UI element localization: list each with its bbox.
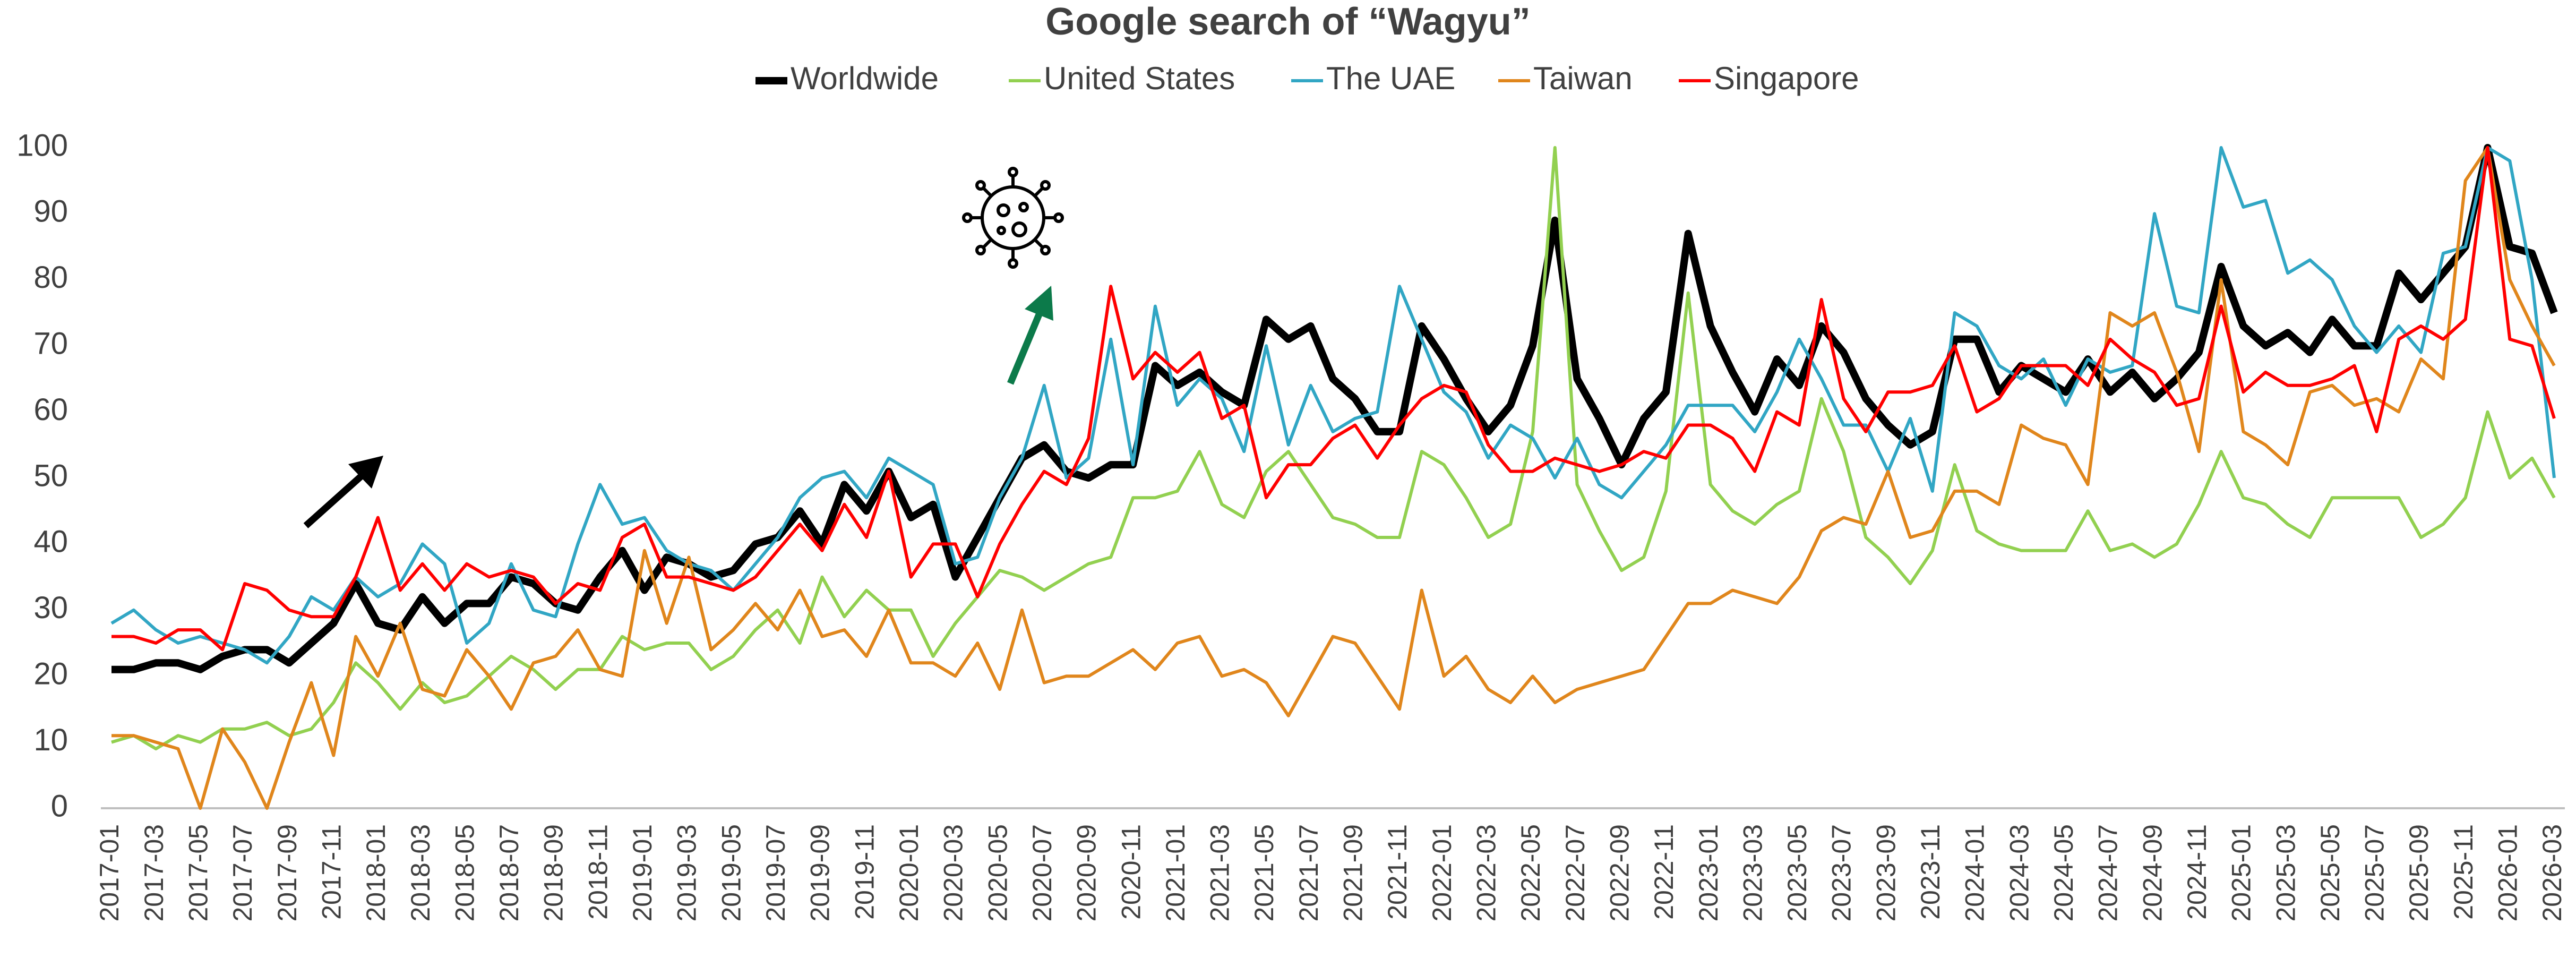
x-tick-label: 2026-01 xyxy=(2493,824,2523,922)
x-tick-label: 2023-05 xyxy=(1782,824,1812,922)
x-tick-label: 2017-01 xyxy=(95,824,124,922)
legend-label: Singapore xyxy=(1714,61,1859,96)
x-tick-label: 2019-11 xyxy=(849,824,879,920)
x-tick-label: 2021-01 xyxy=(1161,824,1190,922)
series-line xyxy=(111,146,2556,750)
x-tick-label: 2018-07 xyxy=(494,824,524,922)
y-tick-label: 70 xyxy=(33,327,68,361)
y-tick-label: 60 xyxy=(33,392,68,427)
x-tick-label: 2025-05 xyxy=(2315,824,2345,922)
y-tick-label: 100 xyxy=(16,128,68,162)
series-line xyxy=(110,146,2556,665)
x-tick-label: 2025-07 xyxy=(2360,824,2390,922)
x-tick-label: 2020-01 xyxy=(894,824,924,922)
x-tick-label: 2021-11 xyxy=(1383,824,1412,920)
x-tick-label: 2024-09 xyxy=(2137,824,2167,922)
virus-icon xyxy=(962,167,1064,269)
x-tick-label: 2017-09 xyxy=(272,824,302,922)
x-tick-label: 2018-09 xyxy=(539,824,569,922)
x-tick-label: 2022-11 xyxy=(1649,824,1679,920)
y-tick-label: 90 xyxy=(33,194,68,229)
x-tick-label: 2021-05 xyxy=(1249,824,1279,922)
legend-label: Worldwide xyxy=(791,61,939,96)
x-tick-label: 2021-07 xyxy=(1294,824,1324,922)
x-tick-label: 2019-05 xyxy=(716,824,746,922)
x-tick-label: 2025-09 xyxy=(2404,824,2434,922)
x-tick-label: 2021-03 xyxy=(1205,824,1235,922)
y-tick-label: 40 xyxy=(33,525,68,559)
x-tick-label: 2019-01 xyxy=(628,824,657,922)
x-tick-label: 2018-05 xyxy=(450,824,479,922)
legend-label: Taiwan xyxy=(1533,61,1633,96)
x-tick-label: 2017-03 xyxy=(139,824,169,922)
x-tick-label: 2026-03 xyxy=(2537,824,2567,922)
trend-arrow xyxy=(303,456,383,528)
x-tick-label: 2023-09 xyxy=(1871,824,1901,922)
x-tick-label: 2024-11 xyxy=(2182,824,2212,920)
x-tick-label: 2023-03 xyxy=(1738,824,1767,922)
x-tick-label: 2019-07 xyxy=(761,824,791,922)
x-tick-label: 2019-09 xyxy=(805,824,835,922)
x-tick-label: 2017-05 xyxy=(184,824,213,922)
series-line xyxy=(111,146,2556,652)
x-tick-label: 2020-05 xyxy=(983,824,1012,922)
x-tick-label: 2024-07 xyxy=(2093,824,2123,922)
y-tick-label: 10 xyxy=(33,723,68,757)
x-tick-label: 2022-09 xyxy=(1604,824,1634,922)
y-tick-label: 30 xyxy=(33,591,68,625)
x-tick-label: 2025-03 xyxy=(2271,824,2300,922)
x-tick-label: 2024-05 xyxy=(2049,824,2079,922)
x-tick-label: 2019-03 xyxy=(672,824,702,922)
x-tick-label: 2018-01 xyxy=(361,824,391,922)
x-tick-label: 2024-01 xyxy=(1960,824,1990,922)
series-line xyxy=(111,146,2556,810)
legend-label: United States xyxy=(1044,61,1235,96)
x-tick-label: 2023-01 xyxy=(1694,824,1723,922)
chart-title: Google search of “Wagyu” xyxy=(1045,1,1530,43)
x-tick-label: 2020-09 xyxy=(1072,824,1102,922)
x-tick-label: 2020-11 xyxy=(1116,824,1146,920)
x-tick-label: 2018-03 xyxy=(406,824,435,922)
x-tick-label: 2023-11 xyxy=(1916,824,1945,920)
x-tick-label: 2025-01 xyxy=(2227,824,2256,922)
y-tick-label: 50 xyxy=(33,458,68,493)
y-tick-label: 20 xyxy=(33,657,68,691)
legend-label: The UAE xyxy=(1326,61,1455,96)
x-tick-label: 2022-03 xyxy=(1471,824,1501,922)
x-tick-label: 2022-01 xyxy=(1427,824,1457,922)
y-tick-label: 0 xyxy=(51,789,68,823)
x-tick-label: 2017-07 xyxy=(228,824,257,922)
x-tick-label: 2022-07 xyxy=(1560,824,1590,922)
x-tick-label: 2020-03 xyxy=(939,824,968,922)
x-tick-label: 2021-09 xyxy=(1338,824,1368,922)
x-tick-label: 2020-07 xyxy=(1027,824,1057,922)
y-tick-label: 80 xyxy=(33,260,68,295)
x-tick-label: 2018-11 xyxy=(583,824,613,920)
x-tick-label: 2022-05 xyxy=(1516,824,1545,922)
x-tick-label: 2017-11 xyxy=(316,824,346,920)
x-tick-label: 2025-11 xyxy=(2449,824,2478,920)
covid-arrow xyxy=(1007,286,1053,385)
x-tick-label: 2024-03 xyxy=(2004,824,2034,922)
x-tick-label: 2023-07 xyxy=(1827,824,1857,922)
